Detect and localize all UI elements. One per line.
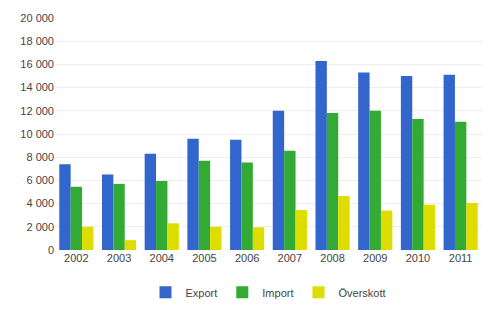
svg-text:2007: 2007 bbox=[278, 252, 302, 264]
svg-text:2010: 2010 bbox=[406, 252, 430, 264]
svg-text:Export: Export bbox=[186, 287, 218, 299]
svg-text:2006: 2006 bbox=[235, 252, 259, 264]
svg-text:10 000: 10 000 bbox=[20, 128, 54, 140]
svg-text:2008: 2008 bbox=[320, 252, 344, 264]
svg-text:2002: 2002 bbox=[64, 252, 88, 264]
svg-text:16 000: 16 000 bbox=[20, 58, 54, 70]
svg-text:6 000: 6 000 bbox=[26, 174, 54, 186]
svg-text:2003: 2003 bbox=[107, 252, 131, 264]
svg-text:4 000: 4 000 bbox=[26, 197, 54, 209]
svg-text:18 000: 18 000 bbox=[20, 35, 54, 47]
svg-text:Import: Import bbox=[262, 287, 293, 299]
svg-text:2 000: 2 000 bbox=[26, 221, 54, 233]
svg-text:2004: 2004 bbox=[150, 252, 174, 264]
svg-text:2005: 2005 bbox=[192, 252, 216, 264]
svg-text:2009: 2009 bbox=[363, 252, 387, 264]
svg-text:2011: 2011 bbox=[449, 252, 473, 264]
svg-text:8 000: 8 000 bbox=[26, 151, 54, 163]
svg-text:20 000: 20 000 bbox=[20, 12, 54, 24]
svg-text:0: 0 bbox=[48, 244, 54, 256]
svg-text:Överskott: Överskott bbox=[338, 287, 385, 299]
svg-text:14 000: 14 000 bbox=[20, 81, 54, 93]
svg-text:12 000: 12 000 bbox=[20, 105, 54, 117]
